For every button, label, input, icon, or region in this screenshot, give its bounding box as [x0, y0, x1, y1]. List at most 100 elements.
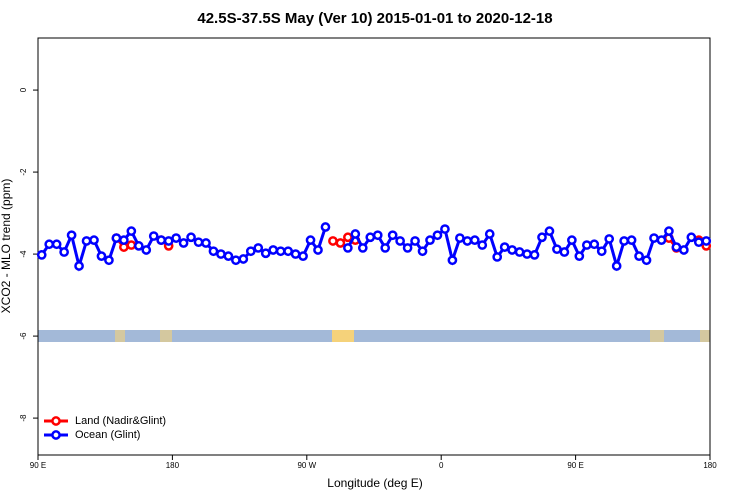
- point: [231, 255, 241, 266]
- point: [425, 235, 435, 245]
- y-tick-label: -4: [19, 250, 28, 258]
- point: [89, 235, 99, 245]
- x-tick-label: 90 E: [567, 461, 583, 470]
- y-axis-label: XCO2 - MLO trend (ppm): [0, 179, 13, 314]
- point: [186, 232, 196, 243]
- point: [260, 248, 271, 259]
- point: [686, 232, 697, 243]
- point: [499, 242, 510, 252]
- point: [201, 238, 211, 248]
- legend-marker: [51, 430, 61, 440]
- point: [581, 240, 592, 250]
- point: [104, 255, 114, 266]
- point: [268, 245, 279, 255]
- point: [208, 246, 219, 257]
- point: [320, 222, 331, 232]
- point: [223, 251, 234, 261]
- point: [537, 232, 547, 243]
- x-tick-label: 180: [703, 461, 717, 470]
- point: [559, 247, 570, 257]
- legend-label: Ocean (Glint): [75, 429, 140, 441]
- point: [36, 250, 47, 260]
- point: [171, 233, 181, 243]
- point: [163, 236, 174, 246]
- point: [335, 238, 346, 248]
- point: [81, 236, 92, 246]
- point: [574, 251, 585, 261]
- point: [156, 235, 167, 245]
- point: [343, 243, 353, 253]
- point: [432, 230, 443, 241]
- point: [671, 242, 682, 252]
- point: [417, 246, 428, 257]
- point: [66, 230, 77, 241]
- point: [410, 236, 420, 246]
- point: [298, 251, 308, 261]
- legend-marker: [51, 416, 61, 426]
- point: [380, 243, 391, 253]
- x-tick-label: 0: [439, 461, 444, 470]
- point: [611, 261, 622, 271]
- point: [216, 249, 226, 259]
- point: [664, 226, 674, 236]
- point: [589, 239, 600, 250]
- point: [492, 252, 503, 262]
- x-axis-label: Longitude (deg E): [327, 476, 422, 490]
- chart-title: 42.5S-37.5S May (Ver 10) 2015-01-01 to 2…: [197, 10, 552, 27]
- point: [253, 243, 264, 253]
- point: [552, 244, 562, 255]
- point: [596, 246, 607, 257]
- point: [96, 251, 107, 261]
- y-tick-label: 0: [19, 87, 28, 92]
- point: [119, 235, 129, 245]
- point: [395, 236, 405, 246]
- point: [126, 226, 137, 236]
- point: [507, 245, 517, 255]
- point: [328, 236, 338, 246]
- point: [604, 234, 615, 244]
- surface-strip: [38, 330, 710, 342]
- x-tick-label: 90 W: [297, 461, 316, 470]
- legend-label: Land (Nadir&Glint): [75, 415, 166, 427]
- point: [111, 233, 122, 243]
- point: [656, 235, 667, 245]
- point: [193, 237, 204, 248]
- point: [343, 232, 353, 243]
- point: [514, 247, 525, 257]
- point: [51, 239, 62, 250]
- point: [283, 246, 293, 257]
- y-tick-label: -8: [19, 414, 28, 422]
- point: [619, 236, 629, 246]
- point: [178, 238, 189, 248]
- point: [141, 245, 152, 255]
- point: [544, 226, 555, 236]
- point: [469, 235, 480, 245]
- y-tick-label: -2: [19, 168, 28, 176]
- point: [693, 237, 704, 248]
- point: [701, 236, 712, 246]
- point: [365, 232, 376, 243]
- point: [238, 254, 249, 264]
- point: [462, 236, 473, 246]
- point: [44, 239, 55, 250]
- point: [447, 255, 458, 266]
- point: [245, 246, 256, 257]
- x-tick-label: 90 E: [30, 461, 46, 470]
- x-tick-label: 180: [166, 461, 180, 470]
- point: [679, 245, 689, 255]
- point: [567, 235, 577, 245]
- y-tick-label: -6: [19, 332, 28, 340]
- point: [290, 249, 301, 259]
- point: [372, 230, 383, 241]
- point: [133, 241, 144, 251]
- point: [440, 224, 450, 234]
- point: [455, 233, 465, 243]
- point: [148, 231, 159, 241]
- point: [649, 233, 659, 243]
- point: [641, 255, 652, 266]
- point: [313, 245, 323, 255]
- point: [126, 240, 137, 250]
- point: [484, 229, 495, 239]
- point: [626, 235, 637, 245]
